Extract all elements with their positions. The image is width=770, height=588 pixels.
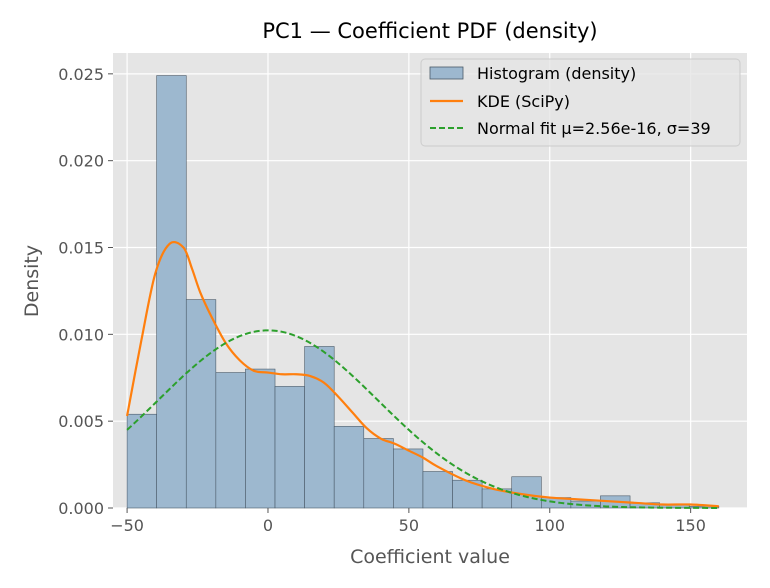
histogram-bar [363,438,394,509]
legend: Histogram (density) KDE (SciPy) Normal f… [420,58,741,147]
x-tick-label: 50 [399,516,419,535]
x-axis-label: Coefficient value [350,546,510,568]
histogram-bar [185,299,217,509]
legend-label-normal-fit: Normal fit μ=2.56e-16, σ=39 [477,119,711,138]
chart-title: PC1 — Coefficient PDF (density) [262,19,597,43]
legend-label-kde: KDE (SciPy) [477,92,570,111]
histogram-bar [304,346,335,509]
legend-label-histogram: Histogram (density) [477,64,636,83]
histogram-bar [245,368,276,509]
x-tick-label: 0 [263,516,273,535]
legend-swatch-histogram [429,66,464,80]
y-tick-label: 0.015 [58,239,104,258]
histogram-bar [393,448,424,509]
histogram-bar [215,372,246,509]
histogram-bar [274,386,305,509]
x-tick-label: −50 [110,516,144,535]
y-tick-label: 0.025 [58,65,104,84]
histogram-bar [422,471,453,509]
x-tick-label: 150 [675,516,706,535]
histogram-bar [126,413,157,509]
normal-fit-line [126,329,719,509]
y-tick-label: 0.005 [58,412,104,431]
y-tick-label: 0.010 [58,325,104,344]
y-tick-label: 0.020 [58,152,104,171]
y-tick-label: 0.000 [58,499,104,518]
y-axis-label: Density [21,245,43,317]
histogram-bar [333,426,365,509]
ticks: −50 0 50 100 150 0.000 0.005 0.010 0.015 0.020 0.0… [58,65,706,535]
legend-box [420,58,741,147]
histogram-bar [156,75,187,509]
kde-line [126,241,719,508]
histogram-bars [126,75,720,509]
x-tick-label: 100 [534,516,565,535]
series-lines [126,241,719,509]
